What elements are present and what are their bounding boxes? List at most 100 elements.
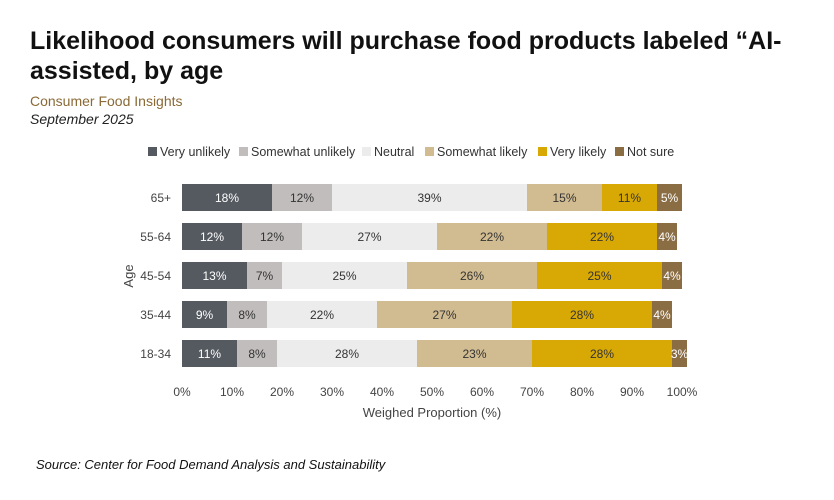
chart-date: September 2025 <box>30 111 134 127</box>
bar-segment <box>182 340 237 367</box>
data-label: 15% <box>552 191 576 205</box>
bar-segment <box>602 184 657 211</box>
legend-swatch <box>425 147 434 156</box>
bar-segment <box>302 223 437 250</box>
data-label: 28% <box>335 347 359 361</box>
y-tick-label: 18-34 <box>140 347 171 361</box>
x-tick-label: 30% <box>320 385 344 399</box>
bar-segment <box>652 301 672 328</box>
x-tick-label: 40% <box>370 385 394 399</box>
x-tick-label: 80% <box>570 385 594 399</box>
legend-swatch <box>148 147 157 156</box>
bar-segment <box>537 262 662 289</box>
data-label: 11% <box>198 347 221 361</box>
x-tick-label: 60% <box>470 385 494 399</box>
x-tick-label: 70% <box>520 385 544 399</box>
data-label: 18% <box>215 191 239 205</box>
legend-item: Very likely <box>538 145 607 159</box>
data-label: 12% <box>200 230 224 244</box>
data-label: 8% <box>248 347 266 361</box>
data-label: 7% <box>256 269 274 283</box>
y-tick-label: 55-64 <box>140 230 171 244</box>
bar-segment <box>332 184 527 211</box>
legend-swatch <box>362 147 371 156</box>
bar-segment <box>417 340 532 367</box>
legend-label: Very likely <box>550 145 607 159</box>
bar-segment <box>247 262 282 289</box>
data-label: 4% <box>658 230 676 244</box>
y-tick-label: 35-44 <box>140 308 171 322</box>
data-label: 4% <box>653 308 671 322</box>
data-label: 22% <box>480 230 504 244</box>
data-label: 4% <box>663 269 681 283</box>
legend-item: Somewhat unlikely <box>239 145 356 159</box>
y-tick-label: 65+ <box>151 191 171 205</box>
data-label: 22% <box>310 308 334 322</box>
x-tick-label: 50% <box>420 385 444 399</box>
x-axis-title: Weighed Proportion (%) <box>363 405 502 420</box>
bar-segment <box>182 262 247 289</box>
bar-segment <box>237 340 277 367</box>
data-label: 27% <box>432 308 456 322</box>
legend-label: Somewhat likely <box>437 145 528 159</box>
data-label: 3% <box>671 347 689 361</box>
data-label: 28% <box>590 347 614 361</box>
bar-segment <box>182 301 227 328</box>
data-label: 27% <box>357 230 381 244</box>
legend-item: Somewhat likely <box>425 145 528 159</box>
legend-item: Not sure <box>615 145 674 159</box>
bar-segment <box>282 262 407 289</box>
x-tick-label: 20% <box>270 385 294 399</box>
legend-swatch <box>538 147 547 156</box>
bar-segment <box>512 301 652 328</box>
legend-item: Neutral <box>362 145 414 159</box>
data-label: 26% <box>460 269 484 283</box>
bar-segment <box>182 184 272 211</box>
legend-swatch <box>615 147 624 156</box>
data-label: 9% <box>196 308 214 322</box>
bar-segment <box>657 184 682 211</box>
data-label: 13% <box>202 269 226 283</box>
x-tick-label: 10% <box>220 385 244 399</box>
chart-title: Likelihood consumers will purchase food … <box>30 27 782 85</box>
legend-label: Somewhat unlikely <box>251 145 356 159</box>
bar-segment <box>182 223 242 250</box>
bar-segment <box>532 340 672 367</box>
bar-segment <box>672 340 687 367</box>
legend-label: Neutral <box>374 145 414 159</box>
data-label: 8% <box>238 308 256 322</box>
bar-segment <box>437 223 547 250</box>
bar-segment <box>267 301 377 328</box>
data-label: 11% <box>618 191 641 205</box>
x-tick-label: 90% <box>620 385 644 399</box>
data-label: 25% <box>587 269 611 283</box>
legend-label: Not sure <box>627 145 674 159</box>
bar-segment <box>272 184 332 211</box>
bar-row: 13% 7% 25% 26% 25% 4% <box>182 262 682 289</box>
bar-row: 12% 12% 27% 22% 22% 4% <box>182 223 677 250</box>
legend-swatch <box>239 147 248 156</box>
bar-segment <box>377 301 512 328</box>
data-label: 25% <box>332 269 356 283</box>
data-label: 5% <box>661 191 679 205</box>
y-axis-title: Age <box>121 264 136 287</box>
bar-area: 18% 12% 39% 15% 11% 5% 12% 12% 27% 22% 22% 4% 13% 7% 2… <box>182 184 689 367</box>
y-tick-label: 45-54 <box>140 269 171 283</box>
data-label: 39% <box>417 191 441 205</box>
data-label: 22% <box>590 230 614 244</box>
legend-item: Very unlikely <box>148 145 231 159</box>
bar-row: 11% 8% 28% 23% 28% 3% <box>182 340 689 367</box>
x-tick-label: 0% <box>173 385 191 399</box>
data-label: 23% <box>462 347 486 361</box>
bar-segment <box>527 184 602 211</box>
chart-legend: Very unlikely Somewhat unlikely Neutral Som… <box>148 145 674 159</box>
data-label: 12% <box>290 191 314 205</box>
stacked-bar-chart: Very unlikely Somewhat unlikely Neutral Som… <box>121 145 698 420</box>
chart-subtitle: Consumer Food Insights <box>30 93 183 109</box>
bar-segment <box>662 262 682 289</box>
bar-segment <box>657 223 677 250</box>
legend-label: Very unlikely <box>160 145 231 159</box>
y-axis: 65+ 55-64 45-54 35-44 18-34 Age <box>121 191 171 361</box>
bar-row: 9% 8% 22% 27% 28% 4% <box>182 301 672 328</box>
x-axis: 0% 10% 20% 30% 40% 50% 60% 70% 80% 90% 100% Weighed… <box>173 385 697 420</box>
